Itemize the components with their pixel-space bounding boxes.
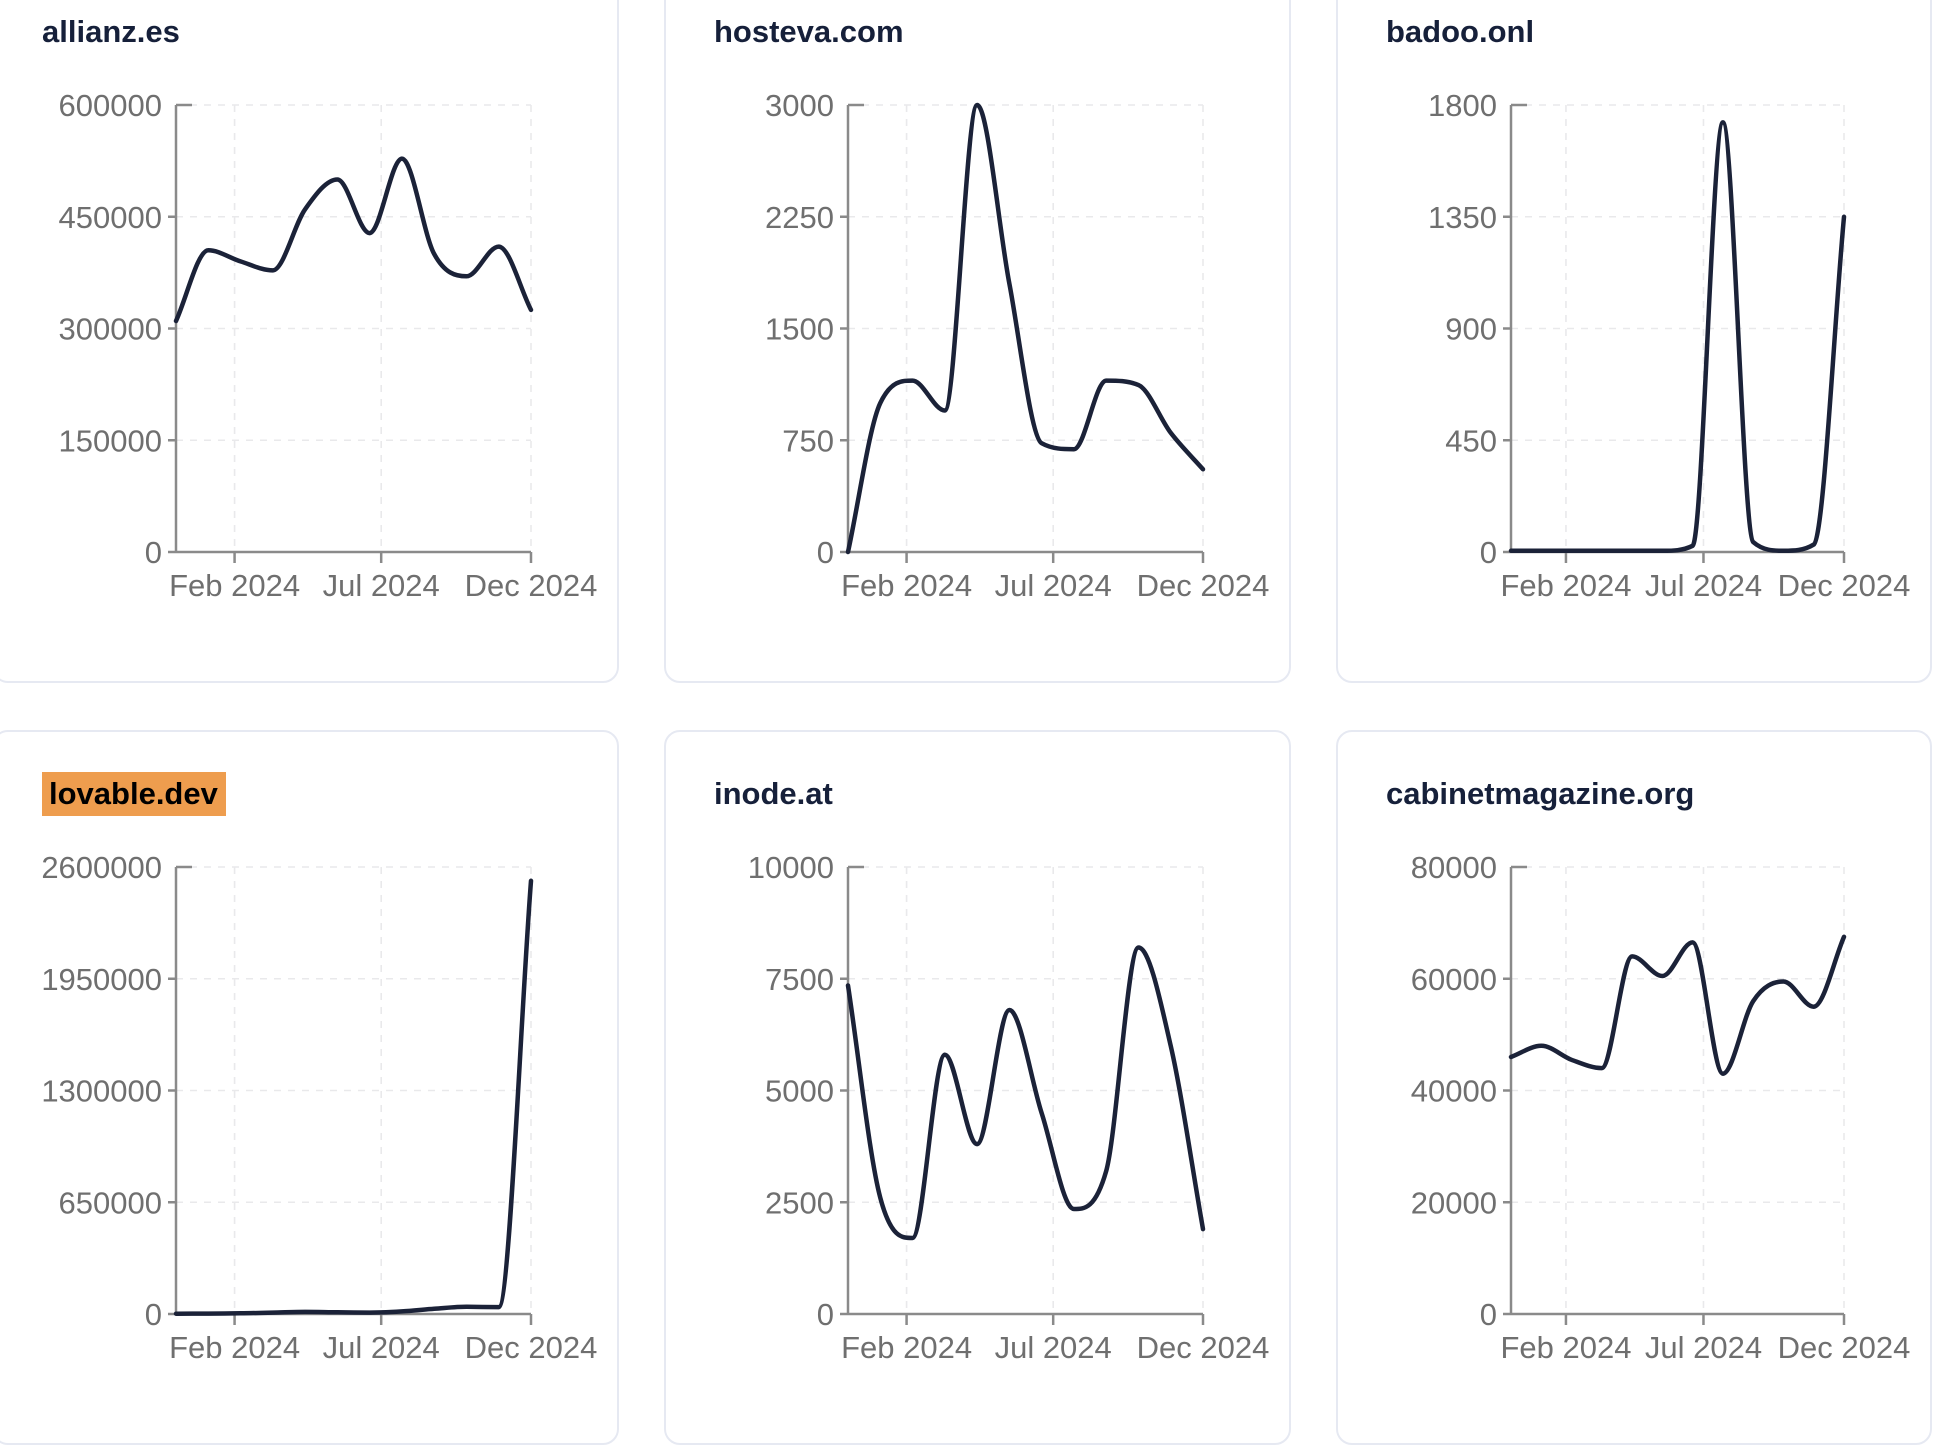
y-axis-tick-label: 1350 xyxy=(1428,200,1497,235)
series-line xyxy=(173,878,534,1316)
traffic-chart: 0 450 900 1350 1800 Feb 2024 Jul 2024 Dec 2024 xyxy=(1428,88,1911,603)
y-axis-tick-label: 2500 xyxy=(765,1185,834,1220)
y-axis-tick-label: 5000 xyxy=(765,1074,834,1109)
x-axis-tick-label: Dec 2024 xyxy=(1778,1330,1911,1365)
y-axis-tick-label: 150000 xyxy=(59,423,162,458)
series-line xyxy=(845,102,1206,555)
series-line xyxy=(173,156,534,324)
x-axis-tick-label: Dec 2024 xyxy=(1778,568,1911,603)
chart-title[interactable]: hosteva.com xyxy=(714,14,904,49)
y-axis-tick-label: 2250 xyxy=(765,200,834,235)
domain-card: hosteva.com 0 750 1500 2250 3000 Feb 2024 Jul … xyxy=(664,0,1291,683)
y-axis-tick-label: 0 xyxy=(817,1297,834,1332)
series-line xyxy=(845,945,1206,1241)
y-axis-tick-label: 0 xyxy=(145,535,162,570)
y-axis-tick-label: 2600000 xyxy=(41,850,162,885)
chart-title-row: cabinetmagazine.org xyxy=(1338,732,1930,814)
y-axis-tick-label: 0 xyxy=(1480,1297,1497,1332)
y-axis-tick-label: 450 xyxy=(1445,423,1497,458)
y-axis-tick-label: 40000 xyxy=(1411,1074,1497,1109)
y-axis-tick-label: 3000 xyxy=(765,88,834,123)
y-axis-tick-label: 1950000 xyxy=(41,962,162,997)
y-axis-tick-label: 0 xyxy=(817,535,834,570)
y-axis-tick-label: 80000 xyxy=(1411,850,1497,885)
y-axis-tick-label: 300000 xyxy=(59,312,162,347)
traffic-chart: 0 20000 40000 60000 80000 Feb 2024 Jul 2024 Dec… xyxy=(1411,850,1911,1365)
x-axis-tick-label: Feb 2024 xyxy=(841,1330,972,1365)
y-axis-tick-label: 600000 xyxy=(59,88,162,123)
chart-title-row: inode.at xyxy=(666,732,1289,814)
y-axis-tick-label: 1500 xyxy=(765,312,834,347)
x-axis-tick-label: Dec 2024 xyxy=(1137,568,1270,603)
y-axis-tick-label: 7500 xyxy=(765,962,834,997)
chart-title-row: hosteva.com xyxy=(666,0,1289,52)
traffic-chart: 0 150000 300000 450000 600000 Feb 2024 Jul 202… xyxy=(59,88,598,603)
x-axis-tick-label: Jul 2024 xyxy=(323,568,440,603)
series-line xyxy=(1508,934,1847,1076)
y-axis-tick-label: 10000 xyxy=(748,850,834,885)
domain-card: cabinetmagazine.org 0 20000 40000 60000 8000… xyxy=(1336,730,1932,1445)
y-axis-tick-label: 1300000 xyxy=(41,1074,162,1109)
chart-title-row: allianz.es xyxy=(0,0,617,52)
y-axis-tick-label: 20000 xyxy=(1411,1185,1497,1220)
y-axis-tick-label: 450000 xyxy=(59,200,162,235)
traffic-chart: 0 2500 5000 7500 10000 Feb 2024 Jul 2024 Dec 20… xyxy=(748,850,1270,1365)
x-axis-tick-label: Feb 2024 xyxy=(169,568,300,603)
domain-card: allianz.es 0 150000 300000 450000 600000 Feb … xyxy=(0,0,619,683)
x-axis-tick-label: Dec 2024 xyxy=(465,1330,598,1365)
x-axis-tick-label: Jul 2024 xyxy=(995,1330,1112,1365)
x-axis-tick-label: Jul 2024 xyxy=(323,1330,440,1365)
traffic-chart: 0 750 1500 2250 3000 Feb 2024 Jul 2024 Dec 2024 xyxy=(765,88,1270,603)
domain-card: badoo.onl 0 450 900 1350 1800 Feb 2024 Jul 202… xyxy=(1336,0,1932,683)
y-axis-tick-label: 1800 xyxy=(1428,88,1497,123)
chart-title[interactable]: badoo.onl xyxy=(1386,14,1535,49)
y-axis-tick-label: 900 xyxy=(1445,312,1497,347)
domain-card: lovable.dev 0 650000 1300000 1950000 2600000… xyxy=(0,730,619,1445)
x-axis-tick-label: Feb 2024 xyxy=(169,1330,300,1365)
series-line xyxy=(1508,120,1847,554)
domain-card: inode.at 0 2500 5000 7500 10000 Feb 2024 Jul 2… xyxy=(664,730,1291,1445)
x-axis-tick-label: Jul 2024 xyxy=(995,568,1112,603)
x-axis-tick-label: Feb 2024 xyxy=(1500,1330,1631,1365)
y-axis-tick-label: 750 xyxy=(782,423,834,458)
x-axis-tick-label: Feb 2024 xyxy=(1500,568,1631,603)
y-axis-tick-label: 0 xyxy=(145,1297,162,1332)
chart-title-row: badoo.onl xyxy=(1338,0,1930,52)
y-axis-tick-label: 60000 xyxy=(1411,962,1497,997)
x-axis-tick-label: Feb 2024 xyxy=(841,568,972,603)
y-axis-tick-label: 650000 xyxy=(59,1185,162,1220)
chart-title[interactable]: inode.at xyxy=(714,776,833,811)
traffic-chart: 0 650000 1300000 1950000 2600000 Feb 2024 Jul … xyxy=(41,850,598,1365)
x-axis-tick-label: Dec 2024 xyxy=(1137,1330,1270,1365)
chart-title[interactable]: allianz.es xyxy=(42,14,180,49)
chart-title[interactable]: lovable.dev xyxy=(42,772,226,816)
y-axis-tick-label: 0 xyxy=(1480,535,1497,570)
x-axis-tick-label: Dec 2024 xyxy=(465,568,598,603)
chart-title-row: lovable.dev xyxy=(0,732,617,816)
x-axis-tick-label: Jul 2024 xyxy=(1645,568,1762,603)
chart-title[interactable]: cabinetmagazine.org xyxy=(1386,776,1695,811)
x-axis-tick-label: Jul 2024 xyxy=(1645,1330,1762,1365)
